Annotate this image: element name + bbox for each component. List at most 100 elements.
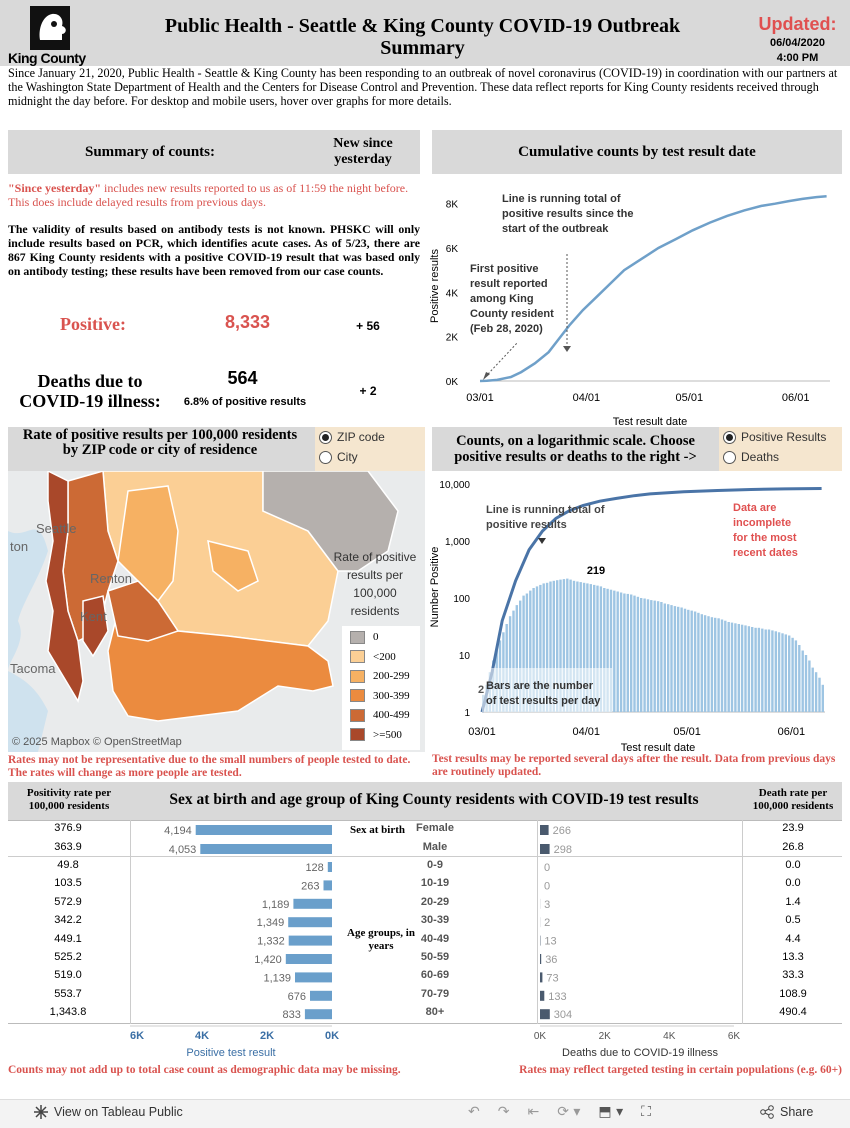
legend-item[interactable]: 200-299: [342, 667, 420, 687]
daily-count-bar: [798, 645, 800, 712]
daily-count-bar: [778, 632, 780, 712]
legend-label: <200: [373, 651, 396, 663]
daily-count-bar: [657, 601, 659, 712]
map-place-ton: ton: [10, 539, 28, 554]
legend-swatch: [350, 689, 365, 702]
y-tick-label: 10,000: [439, 480, 470, 491]
download-icon[interactable]: ⬒ ▾: [598, 1104, 623, 1120]
radio-city[interactable]: City: [319, 450, 358, 464]
annotation-running-total: Line is running total of positive result…: [502, 192, 634, 237]
radio-zip-code[interactable]: ZIP code: [319, 430, 385, 444]
y-tick-label: 1: [464, 708, 470, 719]
daily-count-bar: [691, 611, 693, 712]
death-rate-cell: 4.4: [744, 933, 842, 945]
positive-new: + 56: [338, 319, 398, 333]
legend-item[interactable]: 400-499: [342, 706, 420, 726]
radio-dot[interactable]: [319, 431, 332, 444]
daily-count-bar: [670, 605, 672, 712]
positive-count-label: 263: [301, 880, 319, 892]
undo-icon[interactable]: ↶: [468, 1104, 480, 1120]
radio-positive-results[interactable]: Positive Results: [723, 430, 826, 444]
death-rate-cell: 33.3: [744, 969, 842, 981]
radio-deaths[interactable]: Deaths: [723, 450, 779, 464]
daily-count-bar: [664, 604, 666, 713]
daily-count-bar: [630, 595, 632, 713]
legend-swatch: [350, 728, 365, 741]
death-axis-tick: 6K: [728, 1031, 741, 1042]
legend-item[interactable]: <200: [342, 648, 420, 668]
daily-count-bar: [627, 594, 629, 712]
new-since-header: New since yesterday: [318, 136, 408, 168]
map-place-renton: Renton: [90, 571, 132, 586]
tableau-icon: [34, 1105, 48, 1119]
daily-count-bar: [724, 621, 726, 712]
refresh-icon[interactable]: ⟳ ▾: [557, 1104, 580, 1120]
daily-count-bar: [771, 630, 773, 712]
death-count-label: 13: [544, 936, 556, 948]
daily-count-bar: [805, 655, 807, 712]
toolbar-icons: ↶ ↷ ⇤ ⟳ ▾ ⬒ ▾ ⛶: [468, 1104, 651, 1120]
positive-count-label: 1,349: [257, 917, 285, 929]
map-place-tacoma: Tacoma: [10, 661, 56, 676]
radio-dot[interactable]: [319, 451, 332, 464]
daily-count-bar: [761, 629, 763, 712]
positivity-rate-cell: 572.9: [8, 896, 128, 908]
annotation-leader-first-positive: [488, 342, 518, 374]
y-tick-label: 2K: [446, 333, 459, 344]
positivity-rate-cell: 103.5: [8, 877, 128, 889]
daily-count-bar: [741, 625, 743, 712]
daily-count-bar: [802, 651, 804, 713]
daily-count-bar: [791, 638, 793, 712]
fullscreen-icon[interactable]: ⛶: [641, 1104, 651, 1120]
daily-count-bar: [613, 591, 615, 712]
positivity-rate-cell: 525.2: [8, 951, 128, 963]
radio-dot[interactable]: [723, 431, 736, 444]
death-count-label: 36: [545, 954, 557, 966]
revert-icon[interactable]: ⇤: [527, 1104, 539, 1120]
death-count-label: 304: [554, 1009, 572, 1021]
x-tick-label: 03/01: [466, 392, 494, 404]
death-rate-cell: 0.0: [744, 877, 842, 889]
daily-count-bar: [640, 598, 642, 712]
legend-item[interactable]: 0: [342, 628, 420, 648]
map-title: Rate of positive results per 100,000 res…: [20, 428, 300, 470]
map-attribution[interactable]: © 2025 Mapbox © OpenStreetMap: [12, 736, 182, 748]
positive-axis-title: Positive test result: [130, 1047, 332, 1059]
death-axis-tick: 4K: [663, 1031, 676, 1042]
death-axis-tick: 2K: [599, 1031, 612, 1042]
positivity-rate-cell: 519.0: [8, 969, 128, 981]
map-legend-title: Rate of positive results per 100,000 res…: [330, 548, 420, 620]
death-count-label: 0: [544, 862, 550, 874]
demo-note-left: Counts may not add up to total case coun…: [8, 1064, 448, 1088]
log-note: Test results may be reported several day…: [432, 753, 842, 779]
positive-count-label: 1,332: [257, 936, 285, 948]
positive-count-label: 128: [305, 862, 323, 874]
daily-count-bar: [677, 607, 679, 712]
death-rate-cell: 13.3: [744, 951, 842, 963]
view-on-tableau-link[interactable]: View on Tableau Public: [34, 1105, 183, 1119]
legend-item[interactable]: 300-399: [342, 687, 420, 707]
daily-count-bar: [694, 612, 696, 713]
positive-count-bar: [324, 880, 333, 890]
daily-count-bar: [751, 627, 753, 712]
daily-count-bar: [721, 620, 723, 713]
map-place-seattle: Seattle: [36, 521, 76, 536]
share-button[interactable]: Share: [760, 1105, 813, 1119]
summary-title: Summary of counts:: [85, 144, 215, 161]
death-count-bar: [540, 844, 550, 854]
positive-label: Positive:: [60, 314, 126, 335]
choropleth-map[interactable]: ton Seattle Renton Kent Tacoma Rate of p…: [8, 471, 425, 752]
daily-count-bar: [728, 622, 730, 712]
redo-icon[interactable]: ↷: [498, 1104, 510, 1120]
death-count-bar: [540, 991, 544, 1001]
death-count-label: 0: [544, 880, 550, 892]
daily-count-bar: [785, 634, 787, 712]
radio-dot[interactable]: [723, 451, 736, 464]
legend-item[interactable]: >=500: [342, 726, 420, 746]
share-icon: [760, 1105, 774, 1119]
updated-time: 4:00 PM: [745, 52, 850, 64]
daily-count-bar: [812, 668, 814, 712]
daily-count-bar: [808, 661, 810, 713]
positive-count-bar: [295, 972, 332, 982]
